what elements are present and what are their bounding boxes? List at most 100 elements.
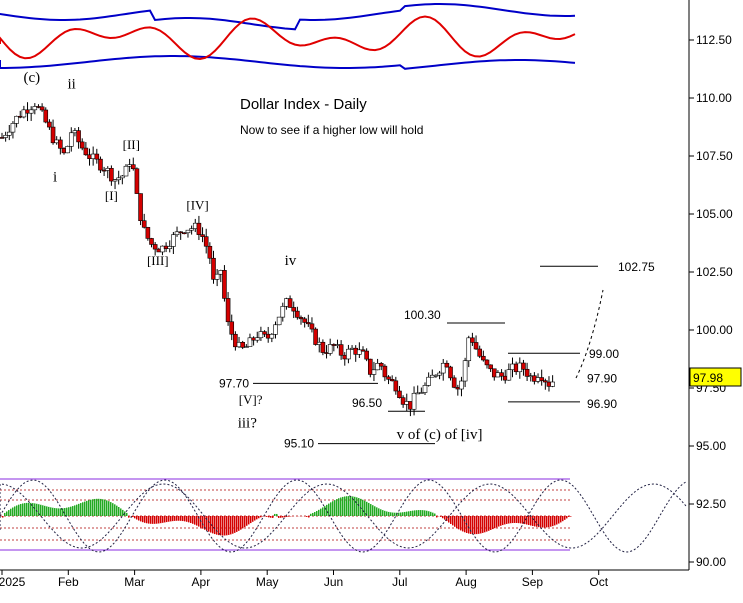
histogram-bar [260,516,262,518]
wave-label: [IV] [186,197,208,212]
histogram-bar [474,516,476,535]
wave-label: iv [285,253,297,269]
candle-body [254,337,260,341]
histogram-bar [504,516,506,525]
histogram-bar [370,504,372,516]
histogram-bar [254,516,256,521]
histogram-bar [500,516,502,526]
histogram-bar [426,510,428,516]
last-price-box [689,367,742,387]
candle-body [346,348,351,360]
histogram-bar [126,512,128,516]
histogram-bar [86,500,88,516]
candle-body [313,328,318,345]
candle-body [43,109,49,123]
histogram-bar [142,516,144,523]
candle-body [160,245,165,253]
candle-body [473,342,479,350]
candle-body [448,366,453,379]
histogram-bar [446,516,448,522]
candle-body [145,227,151,239]
histogram-bar [36,503,38,516]
y-tick-label: 102.50 [696,265,733,279]
candle-body [211,257,216,280]
histogram-bar [444,516,446,520]
histogram-bar [194,516,196,525]
histogram-bar [344,496,346,516]
oscillator-line [0,15,576,61]
histogram-bar [156,516,158,524]
histogram-bar [270,516,272,518]
histogram-bar [380,509,382,516]
candle-body [189,228,194,231]
histogram-bar [518,516,520,524]
histogram-bar [204,516,206,530]
candle-body [371,369,377,375]
candle-body [320,341,326,353]
candle-body [222,270,227,299]
histogram-bar [232,516,234,534]
histogram-bar [542,516,544,528]
histogram-bar [234,516,236,533]
histogram-bar [454,516,456,527]
level-label: 95.10 [284,437,314,451]
histogram-bar [562,516,564,522]
histogram-bar [78,503,80,516]
candle-body [240,341,245,348]
candle-body [543,380,548,383]
histogram-bar [22,503,24,516]
y-tick-label: 92.50 [696,497,726,511]
candle-body [68,132,74,147]
histogram-bar [172,516,174,522]
candle-body [550,381,555,387]
histogram-bar [190,516,192,524]
histogram-bar [334,500,336,516]
histogram-bar [132,516,134,518]
histogram-bar [56,508,58,516]
candle-body [98,158,103,171]
histogram-bar [4,512,6,516]
histogram-bar [38,504,40,516]
histogram-bar [32,503,34,516]
candle-body [327,344,333,354]
histogram-bar [220,516,222,536]
histogram-bar [318,509,320,516]
histogram-bar [284,516,286,518]
candle-body [422,385,428,393]
histogram-bar [286,516,288,517]
candle-body [28,109,34,114]
histogram-bar [412,510,414,516]
histogram-bar [134,516,136,519]
histogram-bar [16,505,18,516]
histogram-bar [196,516,198,526]
candle-body [309,323,315,330]
histogram-bar [212,516,214,534]
candle-body [112,179,118,182]
histogram-bar [54,508,56,516]
histogram-bar [564,516,566,520]
y-tick-label: 107.50 [696,149,733,163]
histogram-bar [484,516,486,533]
histogram-bar [252,516,254,522]
candle-body [291,307,297,312]
candle-body [167,246,173,249]
candle-body [295,310,300,318]
candle-body [426,376,431,386]
histogram-bar [422,510,424,516]
candle-body [203,236,209,247]
upper-band-line [0,3,576,31]
histogram-bar [106,500,108,516]
histogram-bar [476,516,478,535]
histogram-bar [482,516,484,533]
candle-body [247,337,253,347]
candle-body [273,324,278,335]
x-tick-label: Mar [124,575,145,589]
histogram-bar [8,510,10,516]
level-label: 100.30 [404,308,441,322]
wave-labels: (c) iii[II][I][IV][III] iv[V]?iii?v of (c)… [24,70,483,443]
candle-body [47,121,52,128]
candle-body [462,360,468,382]
histogram-bar [540,516,542,528]
histogram-bar [510,516,512,524]
histogram-bar [374,506,376,516]
